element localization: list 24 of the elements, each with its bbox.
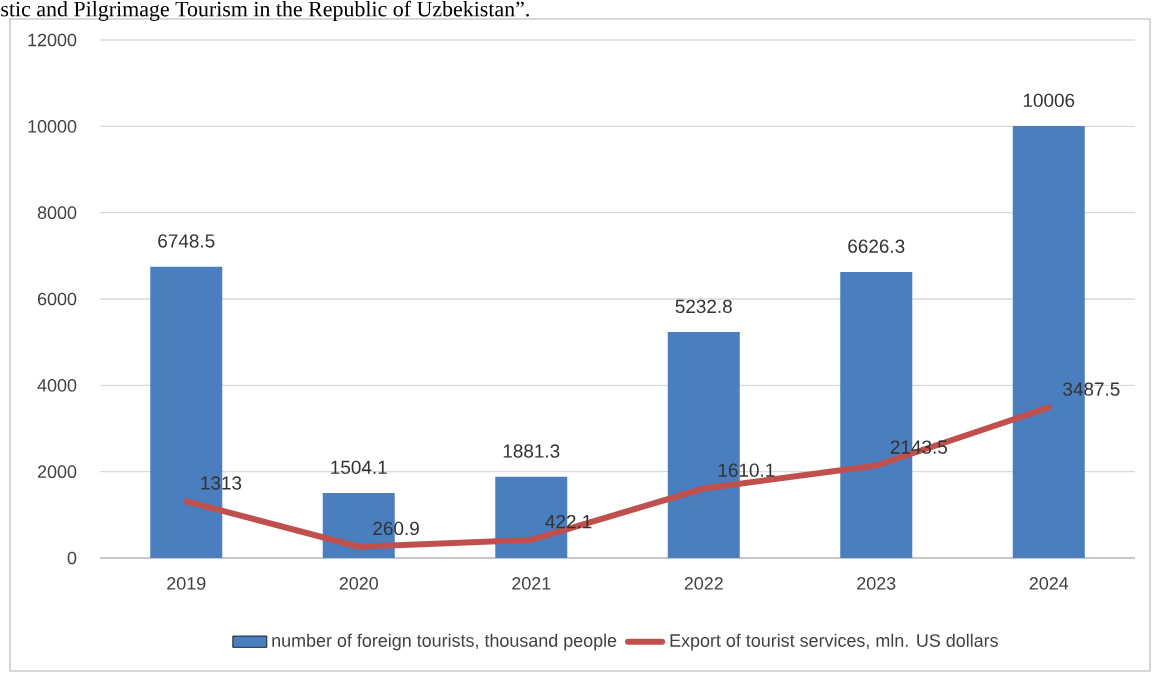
data-label: 2143.5 [890,440,948,454]
data-label: 6626.3 [848,239,905,253]
y-tick-label: 6000 [37,292,77,306]
x-tick-label: 2021 [512,577,551,590]
y-tick-label: 12000 [28,33,77,47]
data-label: 1504.1 [331,460,387,475]
x-tick-label: 2019 [167,577,206,590]
y-tick-label: 0 [67,551,77,565]
y-tick-label: 2000 [37,465,77,479]
data-label: 6748.5 [158,234,215,248]
x-tick-label: 2020 [339,577,379,590]
data-label: 10006 [1023,93,1075,108]
y-tick-label: 10000 [28,119,77,133]
x-tick-label: 2022 [684,577,723,590]
x-tick-label: 2024 [1029,577,1069,590]
y-tick-label: 8000 [37,206,77,220]
x-tick-label: 2023 [857,577,896,590]
data-label: 422.1 [545,514,592,529]
data-label: 1881.3 [503,444,560,458]
chart-title: stic and Pilgrimage Tourism in the Republic of Uzbekistan”. [1,0,529,21]
y-tick-label: 4000 [37,378,77,392]
legend-label: number of foreign tourists, thousand people [272,633,617,651]
data-label: 5232.8 [675,299,732,314]
legend-label: Export of tourist services, mln. US dollars [670,633,998,651]
